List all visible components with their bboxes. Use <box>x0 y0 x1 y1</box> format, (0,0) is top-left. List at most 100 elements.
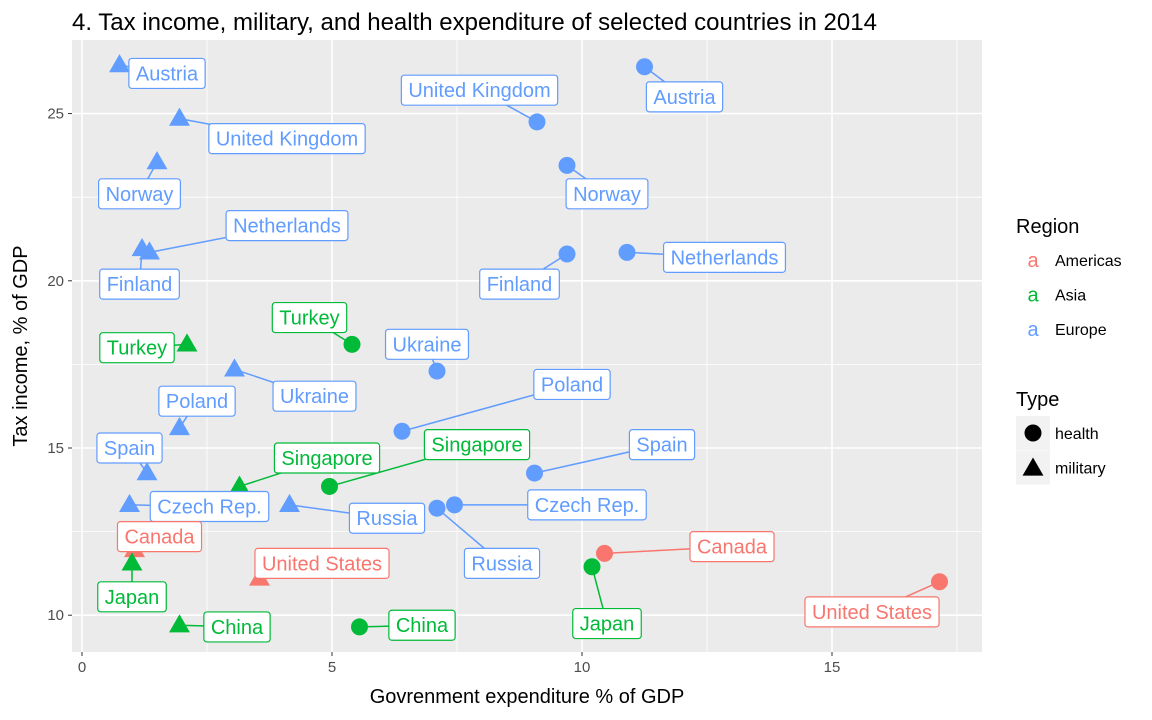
turkey-military-point <box>176 333 198 352</box>
svg-text:Austria: Austria <box>653 87 716 109</box>
russia-health-label: Russia <box>463 547 541 579</box>
singapore-health-label: Singapore <box>423 429 531 461</box>
y-tick-label: 15 <box>47 440 64 457</box>
svg-text:Japan: Japan <box>580 614 635 636</box>
ukraine-military-label: Ukraine <box>272 380 357 412</box>
russia-military-label: Russia <box>348 502 426 534</box>
singapore-military-point <box>229 475 250 494</box>
ukraine-military-point <box>224 358 245 377</box>
legend-key-europe: a <box>1027 319 1039 341</box>
legend-title-region: Region <box>1016 216 1079 238</box>
poland-health-point <box>393 422 411 440</box>
turkey-health-label: Turkey <box>271 301 348 334</box>
china-health-label: China <box>388 609 456 641</box>
svg-text:Canada: Canada <box>697 537 768 559</box>
finland-health-label: Finland <box>479 268 560 300</box>
czech-rep-military-point <box>119 493 140 513</box>
poland-health-label: Poland <box>533 368 611 401</box>
svg-text:Norway: Norway <box>573 184 641 206</box>
china-health-point <box>351 618 368 636</box>
austria-military-label: Austria <box>128 57 206 90</box>
japan-health-label: Japan <box>572 607 642 640</box>
y-axis-title: Tax income, % of GDP <box>10 245 32 446</box>
ukraine-health-label: Ukraine <box>384 328 470 360</box>
united-states-military-label: United States <box>254 547 390 579</box>
singapore-military-label: Singapore <box>273 442 381 474</box>
legend-label-health: health <box>1055 426 1099 443</box>
legend-title-type: Type <box>1016 389 1059 411</box>
legend-label-military: military <box>1055 461 1106 478</box>
svg-text:Turkey: Turkey <box>107 338 167 360</box>
canada-health-point <box>596 544 613 562</box>
ukraine-health-point <box>428 362 446 380</box>
svg-text:Singapore: Singapore <box>281 448 372 470</box>
singapore-health-point <box>321 477 338 495</box>
svg-text:Russia: Russia <box>356 508 418 530</box>
y-tick-label: 20 <box>47 273 64 290</box>
svg-text:United States: United States <box>262 553 382 575</box>
austria-health-label: Austria <box>645 81 724 113</box>
norway-military-label: Norway <box>98 178 181 210</box>
legend-label-americas: Americas <box>1055 253 1122 270</box>
finland-military-point <box>131 238 153 257</box>
x-axis-title: Govrenment expenditure % of GDP <box>370 686 685 708</box>
spain-military-label: Spain <box>96 432 163 464</box>
x-tick-label: 5 <box>328 659 336 676</box>
y-tick-label: 25 <box>47 106 64 123</box>
spain-health-label: Spain <box>628 429 696 461</box>
russia-military-point <box>279 493 300 513</box>
finland-health-point <box>558 245 576 263</box>
legend-key-military <box>1022 457 1044 476</box>
svg-text:China: China <box>211 617 264 639</box>
turkey-health-point <box>343 335 361 353</box>
united-states-health-label: United States <box>804 596 940 628</box>
svg-text:Poland: Poland <box>541 374 603 396</box>
netherlands-health-label: Netherlands <box>662 241 787 273</box>
svg-text:United States: United States <box>812 602 932 624</box>
japan-health-point <box>583 558 601 576</box>
russia-health-point <box>428 499 446 517</box>
austria-military-point <box>109 54 130 73</box>
canada-military-label: Canada <box>116 521 203 553</box>
svg-text:Austria: Austria <box>136 63 199 85</box>
legend-label-europe: Europe <box>1055 322 1107 339</box>
united-kingdom-health-point <box>528 113 546 131</box>
svg-text:Russia: Russia <box>471 553 533 575</box>
axis-ticks: 0 5 10 15 10 15 20 25 <box>47 106 840 676</box>
svg-text:Norway: Norway <box>106 184 174 206</box>
united-kingdom-military-label: United Kingdom <box>208 123 366 155</box>
china-military-point <box>169 614 190 633</box>
canada-health-label: Canada <box>689 531 775 563</box>
point-labels: Austria Austria United Kingdom United Kingd… <box>96 57 940 643</box>
y-tick-label: 10 <box>47 607 64 624</box>
poland-military-label: Poland <box>158 385 236 417</box>
svg-text:Japan: Japan <box>105 587 160 609</box>
x-tick-label: 10 <box>574 659 591 676</box>
spain-military-point <box>136 462 158 481</box>
svg-text:Spain: Spain <box>636 435 687 457</box>
czech-rep-military-label: Czech Rep. <box>149 490 270 523</box>
svg-text:Czech Rep.: Czech Rep. <box>535 495 640 517</box>
japan-military-point <box>121 552 143 571</box>
svg-text:Finland: Finland <box>487 274 553 296</box>
svg-text:Finland: Finland <box>107 274 173 296</box>
turkey-military-label: Turkey <box>99 332 175 364</box>
norway-health-label: Norway <box>565 178 649 210</box>
legend-key-americas: a <box>1027 250 1039 272</box>
svg-text:Turkey: Turkey <box>279 308 339 330</box>
japan-military-label: Japan <box>97 581 167 613</box>
norway-health-point <box>558 156 576 174</box>
svg-text:Netherlands: Netherlands <box>671 247 779 269</box>
poland-military-point <box>169 416 190 436</box>
norway-military-point <box>146 151 168 170</box>
svg-text:Singapore: Singapore <box>431 435 522 457</box>
united-kingdom-military-point <box>169 107 190 126</box>
netherlands-military-label: Netherlands <box>225 210 349 242</box>
finland-military-label: Finland <box>99 268 180 300</box>
x-tick-label: 15 <box>824 659 841 676</box>
china-military-label: China <box>203 611 271 643</box>
svg-text:United Kingdom: United Kingdom <box>408 80 550 102</box>
legend-label-asia: Asia <box>1055 288 1086 305</box>
